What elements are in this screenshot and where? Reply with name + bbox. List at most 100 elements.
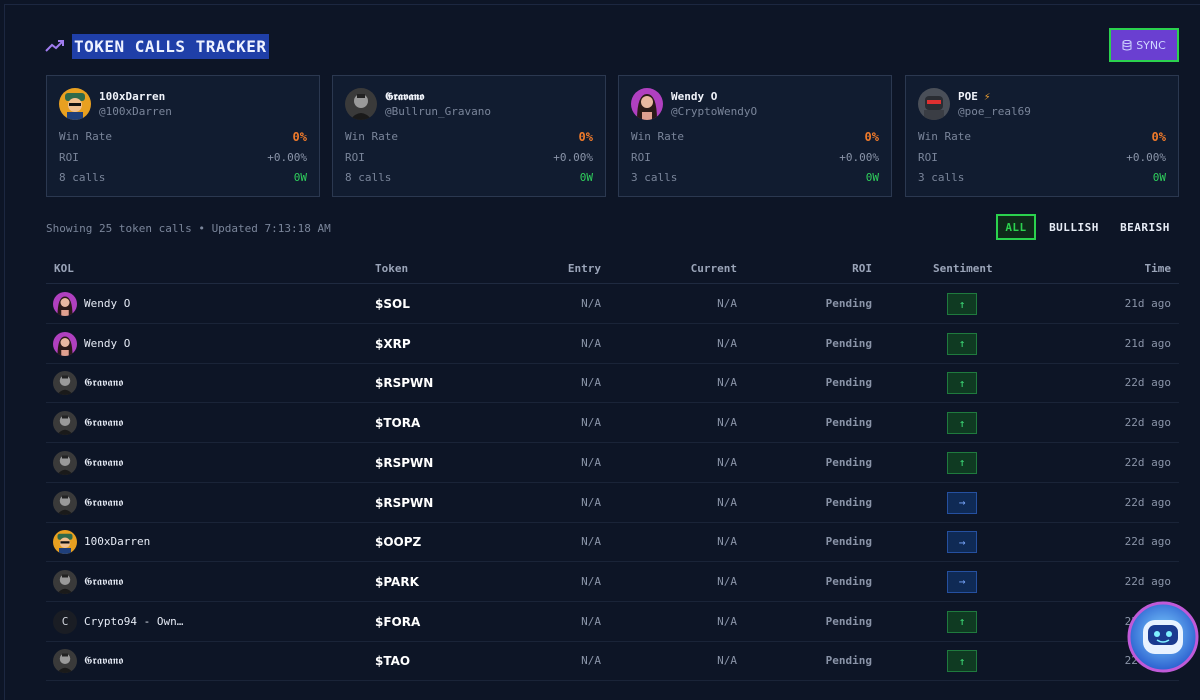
table-row[interactable]: 𝕲𝖗𝖆𝖛𝖆𝖓𝖔 $RSPWN N/A N/A Pending → 22d ago xyxy=(46,483,1179,523)
kol-card[interactable]: 𝕲𝖗𝖆𝖛𝖆𝖓𝖔 @Bullrun_Gravano Win Rate 0% ROI +0.0… xyxy=(332,75,606,197)
current-price: N/A xyxy=(717,614,737,628)
entry-price: N/A xyxy=(581,336,601,350)
table-row[interactable]: 𝕲𝖗𝖆𝖛𝖆𝖓𝖔 $RSPWN N/A N/A Pending ↑ 22d ago xyxy=(46,363,1179,404)
kol-name[interactable]: 100xDarren xyxy=(84,535,151,549)
token-symbol[interactable]: $TORA xyxy=(375,416,421,431)
roi-status: Pending xyxy=(825,455,872,469)
col-current[interactable]: Current xyxy=(690,262,737,275)
call-time: 22d ago xyxy=(1124,455,1171,469)
kol-card[interactable]: 100xDarren @100xDarren Win Rate 0% ROI +0.00%… xyxy=(46,75,320,197)
calls-count: 8 calls xyxy=(59,171,106,184)
roi-label: ROI xyxy=(631,151,651,164)
kol-name[interactable]: 𝕲𝖗𝖆𝖛𝖆𝖓𝖔 xyxy=(84,574,124,588)
token-symbol[interactable]: $RSPWN xyxy=(375,455,434,470)
win-rate-label: Win Rate xyxy=(631,130,684,143)
kol-name[interactable]: Wendy O xyxy=(84,297,131,310)
bullish-arrow-icon: ↑ xyxy=(947,650,977,673)
token-symbol[interactable]: $XRP xyxy=(375,336,411,351)
call-time: 21d ago xyxy=(1124,297,1171,310)
token-symbol[interactable]: $SOL xyxy=(375,297,410,311)
kol-name[interactable]: 𝕲𝖗𝖆𝖛𝖆𝖓𝖔 xyxy=(84,455,124,469)
table-row[interactable]: 100xDarren $OOPZ N/A N/A Pending → 22d ago xyxy=(46,522,1179,563)
win-rate-label: Win Rate xyxy=(918,130,971,143)
avatar xyxy=(53,450,77,475)
roi-status: Pending xyxy=(825,376,872,390)
token-symbol[interactable]: $OOPZ xyxy=(375,535,422,550)
col-sentiment[interactable]: Sentiment xyxy=(933,262,993,275)
assistant-robot-icon[interactable] xyxy=(1126,600,1200,674)
bullish-arrow-icon: ↑ xyxy=(947,293,977,315)
current-price: N/A xyxy=(717,455,737,469)
col-token[interactable]: Token xyxy=(375,262,409,275)
table-header: KOL Token Entry Current ROI Sentiment Ti… xyxy=(46,258,1179,284)
current-price: N/A xyxy=(717,495,737,509)
entry-price: N/A xyxy=(581,535,601,549)
kol-name[interactable]: 𝕲𝖗𝖆𝖛𝖆𝖓𝖔 xyxy=(84,495,124,509)
table-row[interactable]: 𝕲𝖗𝖆𝖛𝖆𝖓𝖔 $PARK N/A N/A Pending → 22d ago xyxy=(46,562,1179,602)
table-row[interactable]: Wendy O $SOL N/A N/A Pending ↑ 21d ago xyxy=(46,284,1179,324)
entry-price: N/A xyxy=(581,416,601,430)
table-row[interactable]: 𝕲𝖗𝖆𝖛𝖆𝖓𝖔 $TORA N/A N/A Pending ↑ 22d ago xyxy=(46,403,1179,444)
avatar xyxy=(53,371,77,396)
filter-bearish-button[interactable]: BEARISH xyxy=(1120,220,1170,234)
entry-price: N/A xyxy=(581,654,601,668)
token-symbol[interactable]: $RSPWN xyxy=(375,495,434,510)
kol-card[interactable]: Wendy O @CryptoWendyO Win Rate 0% ROI +0.00% 3… xyxy=(618,75,892,197)
table-row[interactable]: Wendy O $XRP N/A N/A Pending ↑ 21d ago xyxy=(46,324,1179,364)
results-summary: Showing 25 token calls • Updated 7:13:18… xyxy=(46,222,331,235)
kol-name[interactable]: 𝕲𝖗𝖆𝖛𝖆𝖓𝖔 xyxy=(84,654,124,668)
current-price: N/A xyxy=(717,654,737,668)
current-price: N/A xyxy=(717,416,737,430)
avatar xyxy=(53,490,77,515)
roi-status: Pending xyxy=(825,535,872,549)
call-time: 22d ago xyxy=(1124,535,1171,549)
token-symbol[interactable]: $RSPWN xyxy=(375,376,434,391)
kol-name[interactable]: Wendy O xyxy=(84,336,131,350)
roi-label: ROI xyxy=(59,151,79,164)
avatar xyxy=(345,88,377,120)
avatar xyxy=(59,88,91,120)
kol-handle: @100xDarren xyxy=(99,105,172,118)
col-entry[interactable]: Entry xyxy=(567,262,601,275)
filter-bullish-button[interactable]: BULLISH xyxy=(1049,220,1099,234)
neutral-arrow-icon: → xyxy=(947,531,977,554)
kol-name[interactable]: 𝕲𝖗𝖆𝖛𝖆𝖓𝖔 xyxy=(84,376,124,390)
calls-count: 3 calls xyxy=(631,171,678,184)
kol-name: POE ⚡ xyxy=(958,90,991,103)
roi-status: Pending xyxy=(825,654,872,668)
kol-name[interactable]: Crypto94 - Own… xyxy=(84,614,184,628)
avatar xyxy=(53,411,77,436)
avatar xyxy=(918,88,950,120)
calls-count: 8 calls xyxy=(345,171,392,184)
trending-up-icon xyxy=(45,40,64,52)
entry-price: N/A xyxy=(581,495,601,509)
call-time: 22d ago xyxy=(1124,416,1171,430)
filter-all-button[interactable]: ALL xyxy=(996,214,1036,240)
token-symbol[interactable]: $PARK xyxy=(375,574,419,589)
col-kol[interactable]: KOL xyxy=(54,262,74,275)
avatar xyxy=(53,292,77,316)
col-roi[interactable]: ROI xyxy=(852,262,872,275)
bullish-arrow-icon: ↑ xyxy=(947,372,977,395)
table-row[interactable]: 𝕲𝖗𝖆𝖛𝖆𝖓𝖔 $RSPWN N/A N/A Pending ↑ 22d ago xyxy=(46,443,1179,483)
avatar xyxy=(53,649,77,674)
roi-status: Pending xyxy=(825,336,872,350)
win-rate-label: Win Rate xyxy=(59,130,112,143)
kol-card[interactable]: POE ⚡ @poe_real69 Win Rate 0% ROI +0.00% 3 call… xyxy=(905,75,1179,197)
call-time: 21d ago xyxy=(1124,336,1171,350)
call-time: 22d ago xyxy=(1124,574,1171,588)
kol-name[interactable]: 𝕲𝖗𝖆𝖛𝖆𝖓𝖔 xyxy=(84,416,124,430)
win-rate-value: 0% xyxy=(1151,130,1166,144)
token-symbol[interactable]: $FORA xyxy=(375,614,421,629)
token-symbol[interactable]: $TAO xyxy=(375,654,411,669)
sync-button[interactable]: SYNC xyxy=(1109,28,1179,62)
avatar xyxy=(53,569,77,594)
neutral-arrow-icon: → xyxy=(947,570,977,593)
roi-status: Pending xyxy=(825,574,872,588)
col-time[interactable]: Time xyxy=(1144,262,1172,275)
roi-value: +0.00% xyxy=(839,151,879,164)
current-price: N/A xyxy=(717,376,737,390)
win-rate-value: 0% xyxy=(864,130,879,144)
